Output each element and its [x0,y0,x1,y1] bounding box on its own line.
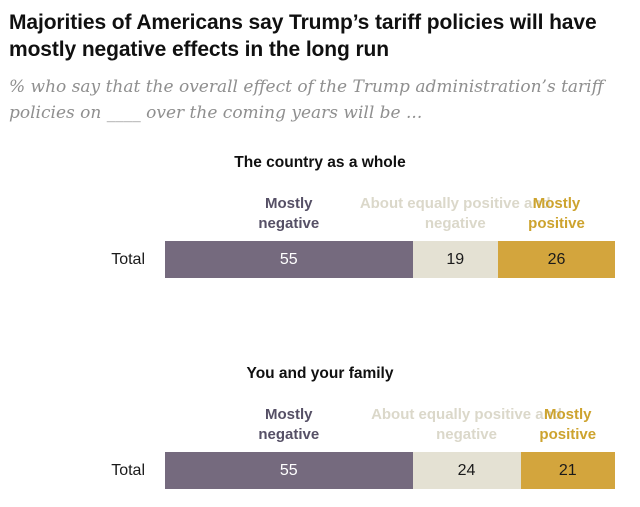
segment-value: 24 [457,461,476,479]
segment-value: 26 [547,250,566,268]
segment-header-row: Mostly negative About equally positive a… [165,384,615,452]
header-spacer [9,384,165,452]
legend-label-mostly-negative: Mostly negative [258,195,320,232]
stacked-bar: 55 24 21 [165,452,615,489]
stacked-bar: 55 19 26 [165,241,615,278]
row-label-total: Total [111,461,145,479]
report-page: Majorities of Americans say Trump’s tari… [9,11,626,489]
chart-section-title: You and your family [246,365,394,382]
chart-section-title: The country as a whole [234,154,406,171]
segment-value: 55 [279,461,298,479]
bar-segment-mostly-positive: 21 [520,452,615,489]
legend-label-about-equal: About equally positive and negative [359,195,551,232]
segment-value: 19 [446,250,465,268]
bar-segment-mostly-positive: 26 [498,241,615,278]
header-cell-mostly-negative: Mostly negative [165,384,413,452]
legend-label-mostly-positive: Mostly positive [528,195,585,232]
chart-grid: Mostly negative About equally positive a… [9,173,626,278]
header-cell-mostly-positive: Mostly positive [498,173,615,241]
bar-segment-mostly-negative: 55 [165,452,413,489]
legend-label-mostly-negative: Mostly negative [258,406,320,443]
bar-segment-mostly-negative: 55 [165,241,413,278]
page-subtitle: % who say that the overall effect of the… [9,77,604,123]
segment-header-row: Mostly negative About equally positive a… [165,173,615,241]
bar-segment-about-equal: 19 [412,241,498,278]
page-title: Majorities of Americans say Trump’s tari… [9,11,597,61]
row-label-total: Total [111,250,145,268]
chart-you-and-your-family: You and your family Mostly negative Abou… [9,363,626,489]
bar-segment-about-equal: 24 [412,452,521,489]
chart-country-as-a-whole: The country as a whole Mostly negative A… [9,152,626,278]
header-cell-mostly-negative: Mostly negative [165,173,413,241]
header-cell-about-equal: About equally positive and negative [360,173,551,241]
segment-value: 55 [279,250,298,268]
header-cell-mostly-positive: Mostly positive [521,384,616,452]
header-cell-about-equal: About equally positive and negative [371,384,562,452]
header-spacer [9,173,165,241]
segment-value: 21 [558,461,577,479]
chart-grid: Mostly negative About equally positive a… [9,384,626,489]
legend-label-about-equal: About equally positive and negative [371,406,562,443]
legend-label-mostly-positive: Mostly positive [539,406,597,443]
